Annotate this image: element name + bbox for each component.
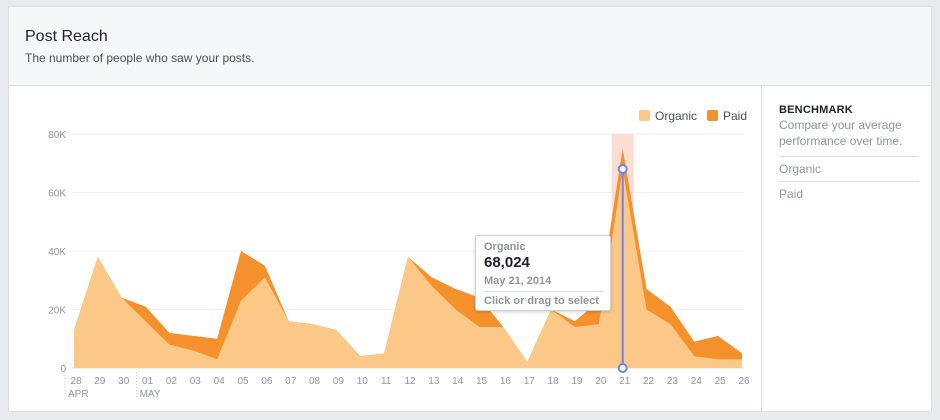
card-header: Post Reach The number of people who saw … — [9, 7, 931, 86]
x-tick-label: 12 — [404, 376, 416, 387]
benchmark-description: Compare your average performance over ti… — [779, 118, 903, 148]
selection-point-bottom — [617, 363, 628, 373]
chart-tooltip: Organic 68,024 May 21, 2014 Click or dra… — [475, 235, 611, 311]
x-tick-label: 05 — [237, 376, 249, 387]
x-tick-label: 01 — [142, 376, 154, 387]
x-tick-label: 23 — [667, 376, 679, 387]
x-tick-label: 18 — [548, 376, 560, 387]
x-tick-label: 19 — [571, 376, 583, 387]
page-subtitle: The number of people who saw your posts. — [25, 51, 255, 65]
benchmark-item-paid[interactable]: Paid — [779, 181, 919, 205]
x-tick-label: 08 — [309, 376, 321, 387]
legend-label-organic: Organic — [655, 109, 698, 123]
y-tick-label: 20K — [48, 306, 66, 317]
benchmark-sidebar: BENCHMARK Compare your average performan… — [761, 86, 931, 411]
tooltip-divider — [484, 291, 604, 292]
x-tick-label: 26 — [738, 376, 750, 387]
legend-swatch-organic — [639, 110, 650, 121]
x-tick-label: 20 — [595, 376, 607, 387]
legend-label-paid: Paid — [723, 109, 748, 123]
page-title: Post Reach — [25, 28, 108, 45]
tooltip-hint: Click or drag to select — [484, 295, 599, 307]
x-tick-label: 22 — [643, 376, 655, 387]
month-label: APR — [68, 389, 89, 400]
selection-point-top — [617, 164, 628, 175]
x-tick-label: 16 — [500, 376, 512, 387]
tooltip-series: Organic — [484, 241, 526, 253]
x-tick-label: 30 — [118, 376, 130, 387]
y-tick-label: 60K — [48, 189, 66, 200]
x-tick-label: 02 — [166, 376, 178, 387]
x-tick-label: 17 — [524, 376, 536, 387]
x-tick-label: 06 — [261, 376, 273, 387]
y-tick-label: 40K — [48, 247, 66, 258]
x-tick-label: 11 — [381, 376, 392, 387]
tooltip-date: May 21, 2014 — [484, 275, 552, 287]
legend-swatch-paid — [707, 110, 718, 121]
x-tick-label: 29 — [94, 376, 106, 387]
series-area-organic — [74, 169, 742, 368]
benchmark-title: BENCHMARK — [779, 104, 853, 116]
post-reach-chart[interactable]: 0 20K 40K 60K 80K 28 29 30 01 02 03 04 05 06 07 08 09 10 1… — [9, 7, 761, 411]
x-tick-label: 13 — [428, 376, 440, 387]
x-tick-label: 14 — [452, 376, 464, 387]
benchmark-item-organic[interactable]: Organic — [779, 156, 919, 180]
x-tick-label: 24 — [691, 376, 703, 387]
x-tick-label: 25 — [715, 376, 727, 387]
x-tick-label: 15 — [476, 376, 488, 387]
month-label: MAY — [140, 389, 161, 400]
y-tick-label: 80K — [48, 130, 66, 141]
x-tick-label: 03 — [190, 376, 202, 387]
tooltip-value: 68,024 — [484, 254, 530, 271]
x-tick-label: 21 — [619, 376, 631, 387]
x-tick-label: 10 — [357, 376, 369, 387]
x-tick-label: 09 — [333, 376, 345, 387]
post-reach-card: Post Reach The number of people who saw … — [8, 6, 932, 412]
y-tick-label: 0 — [60, 364, 66, 375]
x-tick-label: 04 — [214, 376, 226, 387]
x-tick-label: 28 — [70, 376, 82, 387]
x-tick-label: 07 — [285, 376, 297, 387]
